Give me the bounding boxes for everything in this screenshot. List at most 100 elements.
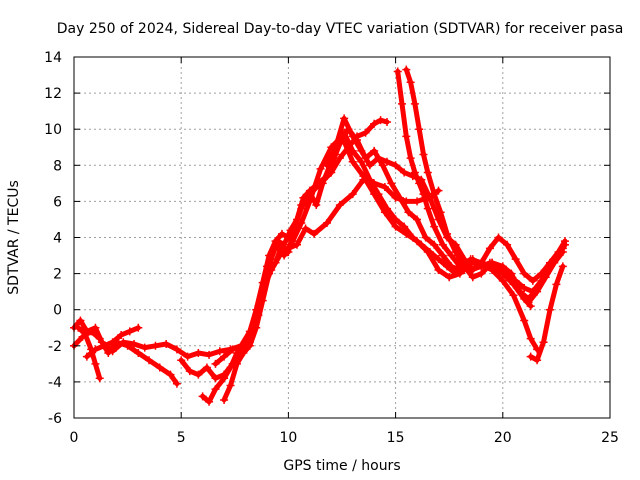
data-point-marker xyxy=(211,374,220,383)
data-point-marker xyxy=(194,349,203,358)
data-point-marker xyxy=(380,208,389,217)
y-axis-label: SDTVAR / TECUs xyxy=(6,180,22,295)
data-point-marker xyxy=(391,161,400,170)
data-point-marker xyxy=(402,229,411,238)
data-point-marker xyxy=(335,154,344,163)
data-point-marker xyxy=(290,222,299,231)
data-point-marker xyxy=(348,157,357,166)
y-tick-label: 10 xyxy=(44,122,62,138)
data-point-marker xyxy=(155,363,164,372)
data-point-marker xyxy=(423,247,432,256)
data-point-marker xyxy=(348,132,357,141)
data-point-marker xyxy=(445,273,454,282)
data-point-marker xyxy=(533,284,542,293)
x-axis-label: GPS time / hours xyxy=(283,458,400,474)
data-point-marker xyxy=(419,190,428,199)
data-point-marker xyxy=(524,294,533,303)
data-point-marker xyxy=(312,201,321,210)
data-point-marker xyxy=(370,146,379,155)
data-point-marker xyxy=(284,247,293,256)
data-point-marker xyxy=(239,349,248,358)
data-point-marker xyxy=(220,395,229,404)
data-point-marker xyxy=(533,356,542,365)
data-point-marker xyxy=(125,327,134,336)
data-point-marker xyxy=(380,182,389,191)
data-point-marker xyxy=(361,128,370,137)
x-tick-label: 20 xyxy=(494,430,512,446)
data-point-marker xyxy=(552,280,561,289)
data-point-marker xyxy=(436,208,445,217)
data-point-marker xyxy=(322,161,331,170)
data-point-marker xyxy=(404,208,413,217)
data-point-marker xyxy=(415,125,424,134)
data-point-marker xyxy=(232,359,241,368)
data-point-marker xyxy=(280,251,289,260)
data-point-marker xyxy=(74,323,83,332)
data-point-marker xyxy=(80,329,89,338)
data-point-marker xyxy=(515,287,524,296)
data-point-marker xyxy=(220,352,229,361)
data-point-marker xyxy=(130,339,139,348)
chart-title: Day 250 of 2024, Sidereal Day-to-day VTE… xyxy=(57,21,624,37)
data-point-marker xyxy=(100,341,109,350)
y-tick-label: 0 xyxy=(53,303,62,319)
data-point-marker xyxy=(468,273,477,282)
data-point-marker xyxy=(183,352,192,361)
data-point-marker xyxy=(560,237,569,246)
data-point-marker xyxy=(340,114,349,123)
data-point-marker xyxy=(520,269,529,278)
data-point-marker xyxy=(305,188,314,197)
series-track-9 xyxy=(395,68,566,305)
data-point-marker xyxy=(228,345,237,354)
data-point-marker xyxy=(177,356,186,365)
y-tick-label: 4 xyxy=(53,231,62,247)
data-point-marker xyxy=(539,338,548,347)
data-point-marker xyxy=(376,116,385,125)
data-point-marker xyxy=(419,150,428,159)
x-tick-label: 15 xyxy=(387,430,405,446)
series-layer xyxy=(70,65,569,406)
data-point-marker xyxy=(301,224,310,233)
data-point-marker xyxy=(541,269,550,278)
data-point-marker xyxy=(498,276,507,285)
y-tick-label: 12 xyxy=(44,86,62,102)
data-point-marker xyxy=(271,258,280,267)
data-point-marker xyxy=(220,374,229,383)
data-point-marker xyxy=(398,99,407,108)
data-point-marker xyxy=(477,269,486,278)
data-point-marker xyxy=(370,190,379,199)
data-point-marker xyxy=(434,186,443,195)
data-point-marker xyxy=(460,262,469,271)
data-point-marker xyxy=(359,172,368,181)
data-point-marker xyxy=(434,265,443,274)
data-point-marker xyxy=(430,222,439,231)
data-point-marker xyxy=(395,193,404,202)
data-point-marker xyxy=(226,363,235,372)
data-point-marker xyxy=(488,258,497,267)
data-point-marker xyxy=(123,341,132,350)
data-point-marker xyxy=(520,284,529,293)
data-point-marker xyxy=(172,345,181,354)
data-point-marker xyxy=(310,229,319,238)
data-point-marker xyxy=(258,296,267,305)
data-point-marker xyxy=(413,215,422,224)
data-point-marker xyxy=(558,244,567,253)
data-point-marker xyxy=(370,119,379,128)
data-point-marker xyxy=(265,269,274,278)
data-point-marker xyxy=(292,240,301,249)
data-point-marker xyxy=(520,316,529,325)
data-point-marker xyxy=(400,168,409,177)
data-point-marker xyxy=(406,78,415,87)
data-point-marker xyxy=(95,334,104,343)
data-point-marker xyxy=(421,233,430,242)
data-point-marker xyxy=(95,374,104,383)
data-point-marker xyxy=(166,370,175,379)
data-point-marker xyxy=(494,233,503,242)
data-point-marker xyxy=(134,349,143,358)
data-point-marker xyxy=(205,397,214,406)
data-point-marker xyxy=(252,323,261,332)
tick-layer: 0 5 10 15 20 25 -6 -4 -2 0 2 4 6 8 10 12 14 xyxy=(44,50,619,446)
data-point-marker xyxy=(413,197,422,206)
data-point-marker xyxy=(162,339,171,348)
data-point-marker xyxy=(145,356,154,365)
